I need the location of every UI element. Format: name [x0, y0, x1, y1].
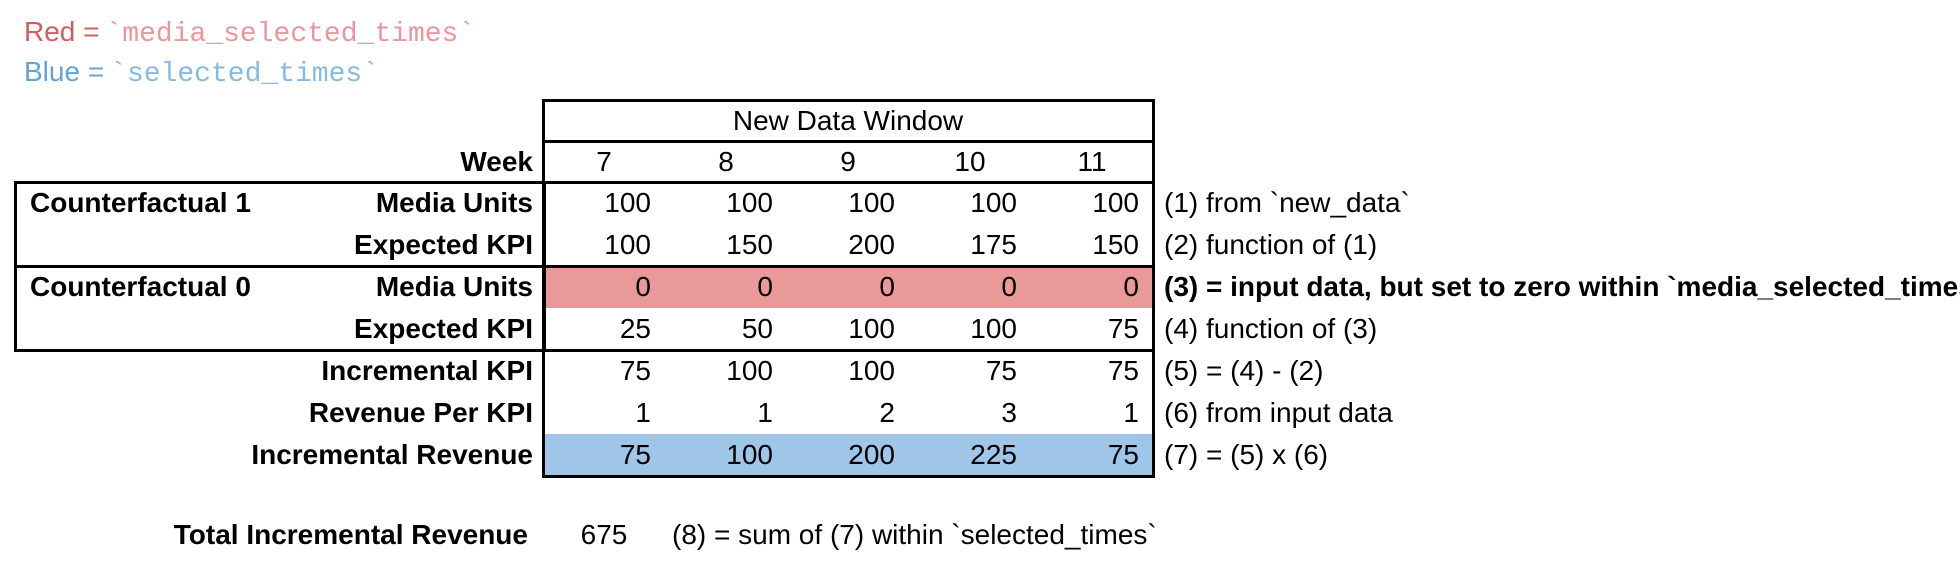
cell: 175	[970, 229, 1017, 260]
cell: 150	[1092, 229, 1139, 260]
week-row-label: Week	[460, 146, 533, 177]
total-incremental-revenue-value: 675	[580, 519, 628, 550]
cell: 100	[970, 313, 1017, 344]
cell: 200	[848, 229, 895, 260]
cell: 100	[848, 355, 895, 386]
row-label-incremental-kpi: Incremental KPI	[321, 355, 533, 386]
week-numbers-row: 7 8 9 10 11	[543, 141, 1153, 182]
cell: 1	[757, 397, 773, 428]
header-divider-line	[542, 140, 1155, 143]
annotation-4: (4) function of (3)	[1164, 313, 1378, 344]
cell: 100	[1092, 187, 1139, 218]
media-selected-times-highlight	[545, 267, 1152, 308]
cell: 100	[848, 313, 895, 344]
cell: 50	[741, 313, 773, 344]
total-incremental-revenue-label: Total Incremental Revenue	[173, 519, 528, 550]
cell: 75	[985, 355, 1017, 386]
annotation-7: (7) = (5) x (6)	[1164, 439, 1329, 470]
legend-blue-code: `selected_times`	[110, 59, 380, 90]
cell: 0	[635, 271, 651, 302]
cell: 225	[970, 439, 1017, 470]
cell: 100	[726, 355, 773, 386]
row-label-expected-kpi-cf1: Expected KPI	[354, 229, 533, 260]
cell: 0	[879, 271, 895, 302]
annotation-1: (1) from `new_data`	[1164, 187, 1410, 218]
annotation-3: (3) = input data, but set to zero within…	[1164, 271, 1960, 302]
row-label-incremental-revenue: Incremental Revenue	[251, 439, 533, 470]
counterfactual-divider-line	[542, 265, 1155, 268]
table-title: New Data Window	[732, 105, 964, 136]
counterfactual-labels-divider	[14, 265, 546, 268]
cell: 25	[619, 313, 651, 344]
cell: 100	[604, 229, 651, 260]
cell: 2	[879, 397, 895, 428]
annotation-8: (8) = sum of (7) within `selected_times`	[672, 519, 1157, 550]
legend-blue-label: Blue =	[24, 56, 105, 87]
week-row-divider-line	[542, 181, 1155, 184]
table-row-incremental-kpi: 75 100 100 75 75	[543, 350, 1153, 392]
cell: 75	[619, 439, 651, 470]
row-label-expected-kpi-cf0: Expected KPI	[354, 313, 533, 344]
week-number: 9	[840, 146, 856, 177]
cell: 1	[1123, 397, 1139, 428]
legend-red-label: Red =	[24, 16, 100, 47]
row-label-revenue-per-kpi: Revenue Per KPI	[308, 397, 533, 428]
cell: 3	[1001, 397, 1017, 428]
cell: 1	[635, 397, 651, 428]
cell: 100	[848, 187, 895, 218]
week-number: 11	[1077, 146, 1107, 177]
cell: 75	[1107, 355, 1139, 386]
selected-times-highlight	[545, 434, 1152, 475]
annotation-2: (2) function of (1)	[1164, 229, 1378, 260]
week-number: 7	[596, 146, 612, 177]
cell: 100	[604, 187, 651, 218]
cell: 0	[1123, 271, 1139, 302]
table-row-expected-kpi-cf1: 100 150 200 175 150	[543, 224, 1153, 266]
row-label-media-units-cf1: Media Units	[375, 187, 533, 218]
annotation-6: (6) from input data	[1164, 397, 1393, 428]
cell: 100	[970, 187, 1017, 218]
week-number: 10	[954, 146, 986, 177]
counterfactual-1-label: Counterfactual 1	[30, 187, 251, 218]
cell: 75	[1107, 439, 1139, 470]
counterfactual-0-label: Counterfactual 0	[30, 271, 251, 302]
cell: 100	[726, 439, 773, 470]
week-number: 8	[718, 146, 734, 177]
legend-red-code: `media_selected_times`	[105, 19, 476, 50]
cell: 200	[848, 439, 895, 470]
table-row-expected-kpi-cf0: 25 50 100 100 75	[543, 308, 1153, 350]
counterfactual0-bottom-line	[542, 349, 1155, 352]
legend-red-line: Red = `media_selected_times`	[24, 15, 476, 50]
cell: 0	[757, 271, 773, 302]
legend-blue-line: Blue = `selected_times`	[24, 55, 380, 90]
row-label-media-units-cf0: Media Units	[375, 271, 533, 302]
table-row-incremental-revenue: 75 100 200 225 75	[543, 434, 1153, 476]
cell: 75	[619, 355, 651, 386]
cell: 75	[1107, 313, 1139, 344]
cell: 150	[726, 229, 773, 260]
table-row-revenue-per-kpi: 1 1 2 3 1	[543, 392, 1153, 434]
cell: 100	[726, 187, 773, 218]
cell: 0	[1001, 271, 1017, 302]
table-row-media-units-cf1: 100 100 100 100 100	[543, 182, 1153, 224]
table-row-media-units-cf0: 0 0 0 0 0	[543, 266, 1153, 308]
annotation-5: (5) = (4) - (2)	[1164, 355, 1324, 386]
